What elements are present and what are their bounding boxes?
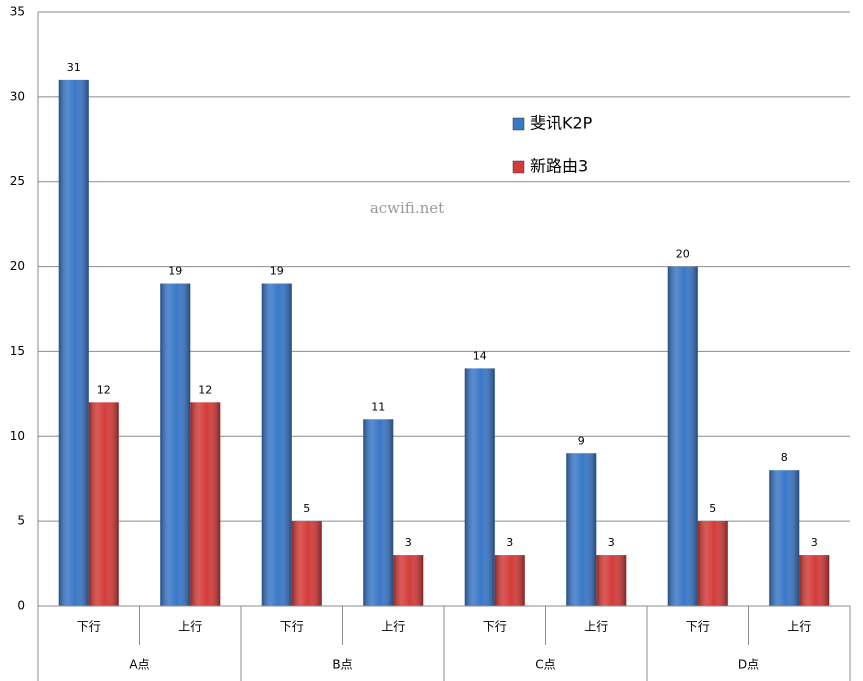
bar xyxy=(464,368,495,606)
y-tick-label: 35 xyxy=(10,5,25,19)
value-label: 3 xyxy=(405,536,412,549)
y-tick-label: 0 xyxy=(17,599,25,613)
value-label: 8 xyxy=(781,451,788,464)
bar xyxy=(393,555,424,606)
group-label: D点 xyxy=(738,658,759,672)
x-tick-label: 上行 xyxy=(787,620,811,634)
x-tick-label: 下行 xyxy=(686,620,710,634)
x-tick-label: 上行 xyxy=(584,620,608,634)
value-label: 5 xyxy=(303,502,310,515)
y-tick-label: 25 xyxy=(10,174,25,188)
bar xyxy=(596,555,627,606)
y-tick-label: 10 xyxy=(10,429,25,443)
legend-label: 斐讯K2P xyxy=(530,114,593,133)
value-label: 5 xyxy=(709,502,716,515)
value-label: 19 xyxy=(168,265,182,278)
value-label: 14 xyxy=(473,349,487,362)
y-tick-label: 20 xyxy=(10,259,25,273)
value-label: 20 xyxy=(676,248,690,261)
y-tick-label: 5 xyxy=(17,514,25,528)
bar xyxy=(88,402,119,606)
bar xyxy=(58,79,89,606)
legend-swatch xyxy=(512,117,525,131)
y-tick-label: 15 xyxy=(10,344,25,358)
value-label: 9 xyxy=(578,434,585,447)
bar xyxy=(160,283,191,606)
bar xyxy=(291,521,322,606)
bar xyxy=(363,419,394,606)
group-label: C点 xyxy=(535,658,555,672)
bar xyxy=(190,402,221,606)
x-tick-label: 下行 xyxy=(77,620,101,634)
bar xyxy=(697,521,728,606)
x-tick-label: 下行 xyxy=(483,620,507,634)
x-tick-label: 上行 xyxy=(178,620,202,634)
bar xyxy=(799,555,830,606)
y-tick-label: 30 xyxy=(10,89,25,103)
value-label: 31 xyxy=(67,61,81,74)
watermark: acwifi.net xyxy=(370,199,444,217)
bar xyxy=(494,555,525,606)
bar xyxy=(769,470,800,606)
value-label: 3 xyxy=(506,536,513,549)
value-label: 19 xyxy=(270,265,284,278)
group-label: A点 xyxy=(129,658,149,672)
group-label: B点 xyxy=(332,658,352,672)
value-label: 3 xyxy=(811,536,818,549)
value-label: 3 xyxy=(608,536,615,549)
bar xyxy=(667,266,698,606)
bar xyxy=(566,453,597,606)
bar xyxy=(261,283,292,606)
legend-swatch xyxy=(512,160,525,174)
legend-label: 新路由3 xyxy=(530,157,588,176)
value-label: 12 xyxy=(198,383,212,396)
value-label: 12 xyxy=(97,383,111,396)
value-label: 11 xyxy=(371,400,385,413)
x-tick-label: 下行 xyxy=(280,620,304,634)
x-tick-label: 上行 xyxy=(381,620,405,634)
